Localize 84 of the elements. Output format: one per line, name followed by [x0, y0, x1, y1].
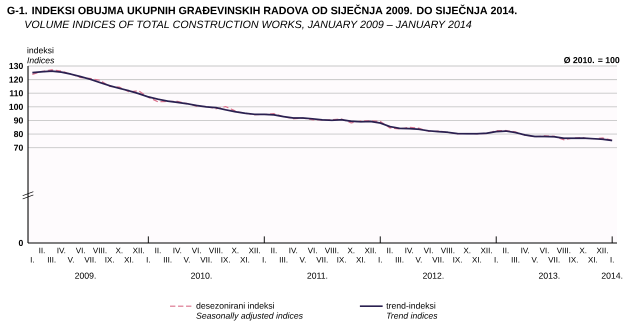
x-tick-label: IX. — [221, 257, 230, 263]
x-tick-label: XII. — [132, 248, 144, 254]
text: 2012. — [422, 272, 444, 279]
x-tick-label: VIII. — [556, 248, 570, 254]
x-tick-label: XII. — [480, 248, 492, 254]
x-tick-label: IX. — [453, 257, 462, 263]
x-tick-label: X. — [232, 248, 238, 254]
x-tick-label: XI. — [356, 257, 366, 263]
x-tick-label: VIII. — [440, 248, 454, 254]
y-tick-label: 70 — [14, 144, 23, 151]
x-tick-label: VI. — [424, 248, 433, 254]
x-tick-label: XII. — [596, 248, 608, 254]
x-tick-label: IX. — [106, 257, 114, 263]
x-tick-label: II. — [387, 248, 393, 254]
x-tick-label: XI. — [124, 257, 134, 263]
y-tick-label: 80 — [14, 131, 23, 138]
x-tick-label: XI. — [588, 257, 597, 263]
y-tick-label: 110 — [10, 90, 23, 96]
text: 2011. — [307, 272, 328, 279]
y-tick-label: 90 — [14, 117, 23, 124]
x-tick-label: III. — [48, 257, 56, 263]
y-axis-title: indeksi — [28, 47, 54, 54]
x-tick-label: V. — [184, 257, 190, 263]
text: Trend indices — [386, 312, 438, 319]
y-tick-label: 130 — [9, 62, 23, 70]
x-tick-label: IV. — [174, 248, 182, 254]
chart-subtitle: VOLUME INDICES OF TOTAL CONSTRUCTION WORKS, JANUARY 2009 – JANUARY 2014 — [25, 20, 472, 30]
x-tick-label: V. — [416, 257, 422, 263]
x-tick-label: IV. — [405, 248, 414, 254]
x-tick-label: IV. — [58, 248, 66, 254]
x-tick-label: XII. — [364, 248, 376, 254]
x-tick-label: VI. — [308, 248, 317, 254]
x-tick-label: III. — [164, 257, 172, 263]
x-tick-label: VI. — [76, 248, 85, 254]
x-tick-label: V. — [68, 257, 74, 263]
x-tick-label: VI. — [192, 248, 201, 254]
x-tick-label: I. — [494, 257, 498, 263]
x-tick-label: VII. — [548, 257, 560, 263]
text: 2010. — [191, 272, 212, 279]
x-tick-label: IX. — [337, 257, 346, 263]
x-tick-label: I. — [30, 257, 34, 263]
x-tick-label: IX. — [569, 257, 578, 263]
x-tick-label: IV. — [521, 248, 529, 254]
x-tick-label: III. — [280, 257, 288, 263]
text: 2009. — [75, 272, 96, 279]
x-tick-label: I. — [610, 257, 614, 263]
x-tick-label: II. — [39, 248, 45, 254]
x-tick-label: II. — [271, 248, 277, 254]
x-tick-label: VII. — [316, 257, 328, 263]
x-tick-label: VII. — [200, 257, 212, 263]
y-tick-label: 0 — [18, 240, 23, 246]
x-tick-label: IV. — [289, 248, 298, 254]
x-tick-label: VII. — [432, 257, 444, 263]
x-tick-label: V. — [531, 257, 538, 263]
legend-label: trend-indeksi — [386, 302, 436, 309]
x-tick-label: XI. — [240, 257, 250, 263]
x-tick-label: X. — [580, 248, 586, 254]
x-tick-label: X. — [116, 248, 122, 254]
x-tick-label: II. — [155, 248, 161, 254]
x-tick-label: II. — [503, 248, 508, 254]
legend-label: desezonirani indeksi — [196, 302, 274, 309]
x-tick-label: I. — [146, 257, 150, 263]
x-tick-label: VIII. — [324, 248, 338, 254]
x-tick-label: XI. — [472, 257, 482, 263]
x-tick-label: VIII. — [208, 248, 222, 254]
x-tick-label: XII. — [248, 248, 260, 254]
y-tick-label: 120 — [9, 76, 23, 83]
x-tick-label: VIII. — [92, 248, 106, 254]
x-tick-label: VI. — [540, 248, 549, 254]
x-tick-label: X. — [464, 248, 470, 254]
x-tick-label: I. — [378, 257, 382, 263]
y-tick-label: 100 — [9, 104, 23, 110]
text: 2014. — [602, 272, 622, 279]
x-tick-label: I. — [262, 257, 266, 263]
x-tick-label: III. — [512, 257, 520, 263]
text: Seasonally adjusted indices — [196, 312, 303, 320]
x-tick-label: X. — [348, 248, 354, 254]
text: Ø 2010. = 100 — [564, 56, 620, 64]
text: 2013. — [538, 272, 560, 279]
text: Indices — [27, 57, 54, 64]
x-tick-label: VII. — [84, 257, 96, 263]
chart-title: G-1. INDEKSI OBUJMA UKUPNIH GRAĐEVINSKIH RADOVA OD SIJEČNJA 2009. DO SIJEČNJA 2014. — [7, 4, 516, 14]
x-tick-label: III. — [396, 257, 404, 263]
x-tick-label: V. — [300, 257, 306, 263]
